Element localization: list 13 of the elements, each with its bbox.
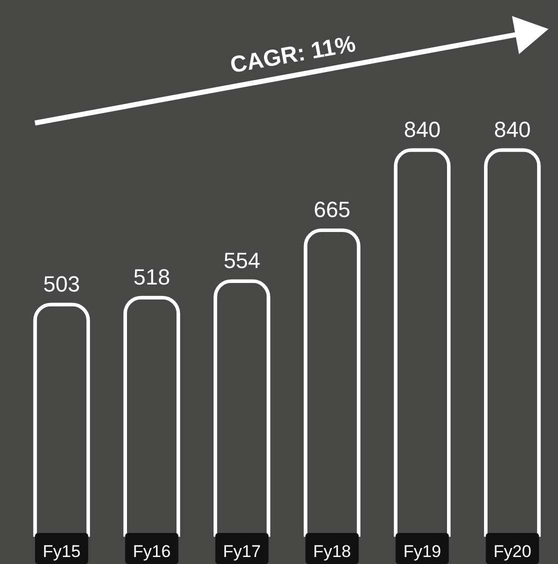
data-label: 554 — [224, 248, 260, 274]
x-tick-label: Fy17 — [223, 542, 261, 561]
data-label: 840 — [404, 117, 441, 142]
x-tick-label: Fy20 — [493, 542, 532, 561]
text: CAGR: 11% — [228, 30, 358, 78]
x-tick-label: Fy18 — [313, 542, 351, 561]
data-label: 518 — [133, 264, 170, 290]
data-label: 665 — [314, 197, 350, 222]
x-tick-label: Fy15 — [42, 542, 81, 561]
data-label: 840 — [494, 117, 531, 142]
x-tick-label: Fy16 — [132, 542, 171, 561]
data-label: 503 — [43, 271, 80, 296]
x-tick-label: Fy19 — [403, 542, 442, 561]
